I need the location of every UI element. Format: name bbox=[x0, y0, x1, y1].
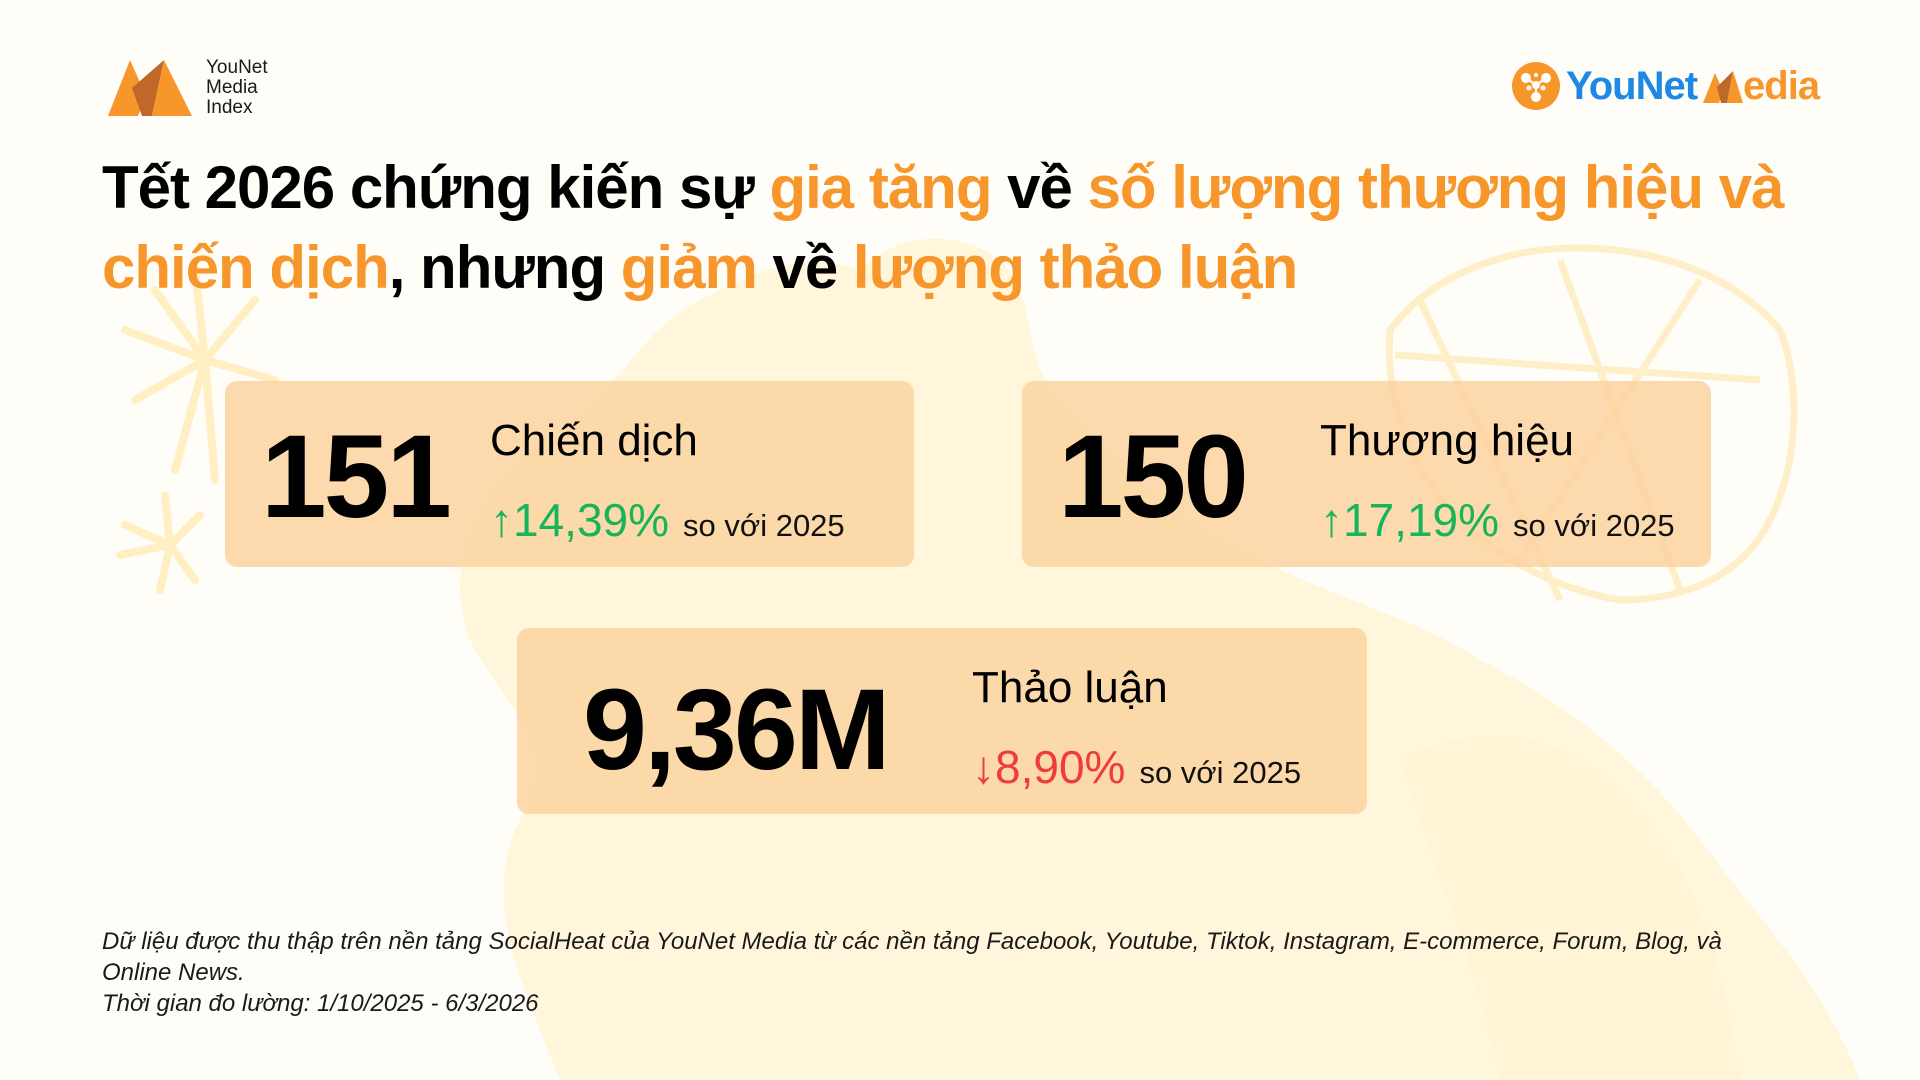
title-line-2: chiến dịch, nhưng giảm về lượng thảo luậ… bbox=[102, 234, 1298, 301]
metric-change: ↑14,39% bbox=[490, 494, 670, 546]
younet-media-index-logo: YouNet Media Index bbox=[108, 58, 268, 118]
logo-younet-text: YouNet bbox=[1566, 63, 1698, 108]
metric-comparison: so với 2025 bbox=[1139, 755, 1302, 790]
metric-change-row: ↑17,19% so với 2025 bbox=[1320, 493, 1675, 547]
logo-line-1: YouNet bbox=[206, 57, 268, 78]
title-line-1: Tết 2026 chứng kiến sự gia tăng về số lư… bbox=[102, 154, 1784, 221]
metric-comparison: so với 2025 bbox=[1513, 508, 1675, 543]
metric-label: Thương hiệu bbox=[1320, 416, 1575, 465]
younet-media-logo: YouNet edia bbox=[1512, 62, 1820, 110]
page-title: Tết 2026 chứng kiến sự gia tăng về số lư… bbox=[102, 148, 1822, 308]
metric-value: 9,36M bbox=[583, 666, 891, 794]
metric-change: ↑17,19% bbox=[1320, 494, 1500, 546]
logo-line-3: Index bbox=[206, 97, 253, 118]
logo-line-2: Media bbox=[206, 77, 258, 98]
metric-label: Thảo luận bbox=[972, 663, 1168, 712]
mountain-m-icon bbox=[108, 60, 192, 116]
metric-change-row: ↓8,90% so với 2025 bbox=[972, 740, 1301, 794]
source-line-1: Dữ liệu được thu thập trên nền tảng Soci… bbox=[102, 928, 1722, 955]
metric-value: 150 bbox=[1058, 411, 1249, 543]
m-mountain-icon bbox=[1703, 71, 1744, 103]
metric-comparison: so với 2025 bbox=[683, 508, 845, 543]
metric-label: Chiến dịch bbox=[490, 416, 698, 465]
metric-card-campaigns: 151 Chiến dịch ↑14,39% so với 2025 bbox=[225, 381, 914, 567]
metric-card-brands: 150 Thương hiệu ↑17,19% so với 2025 bbox=[1022, 381, 1711, 567]
metric-card-discussions: 9,36M Thảo luận ↓8,90% so với 2025 bbox=[517, 628, 1367, 814]
network-icon bbox=[1512, 62, 1560, 110]
logo-media-text: edia bbox=[1703, 64, 1820, 109]
data-source-note: Dữ liệu được thu thập trên nền tảng Soci… bbox=[102, 926, 1822, 1019]
source-line-2: Online News. bbox=[102, 959, 245, 986]
measurement-period: Thời gian đo lường: 1/10/2025 - 6/3/2026 bbox=[102, 990, 539, 1017]
metric-change: ↓8,90% bbox=[972, 741, 1126, 793]
metric-value: 151 bbox=[261, 411, 452, 543]
metric-change-row: ↑14,39% so với 2025 bbox=[490, 493, 845, 547]
